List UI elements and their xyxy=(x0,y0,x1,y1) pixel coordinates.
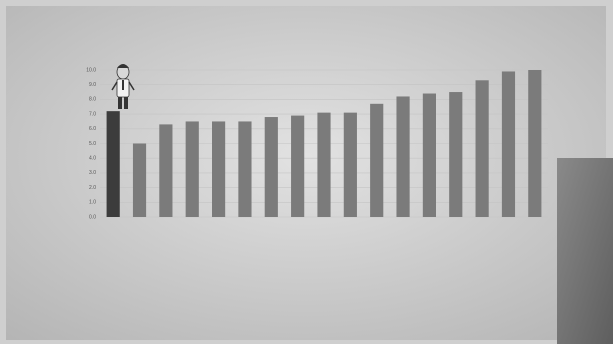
overlay-panel xyxy=(557,158,613,344)
bar xyxy=(106,111,120,217)
y-tick-label: 8.0 xyxy=(89,97,96,103)
bar xyxy=(343,112,357,217)
bar xyxy=(185,121,199,217)
bar xyxy=(238,121,252,217)
y-tick-label: 4.0 xyxy=(89,156,96,162)
y-tick-label: 0.0 xyxy=(89,214,96,220)
bar xyxy=(159,124,173,217)
bar xyxy=(264,117,278,217)
bar xyxy=(449,92,463,217)
bar xyxy=(370,103,384,217)
bar xyxy=(501,71,516,217)
y-tick-label: 7.0 xyxy=(89,111,96,117)
y-tick-label: 10.0 xyxy=(86,67,96,73)
y-tick-label: 3.0 xyxy=(89,170,96,176)
y-tick-label: 6.0 xyxy=(89,126,96,132)
bar xyxy=(528,70,542,217)
y-tick-label: 2.0 xyxy=(89,185,96,191)
y-tick-label: 1.0 xyxy=(89,200,96,206)
y-tick-label: 5.0 xyxy=(89,141,96,147)
bar xyxy=(132,143,147,217)
bar xyxy=(422,93,436,217)
cartoon-figure xyxy=(111,64,135,109)
bar xyxy=(396,96,410,217)
bar xyxy=(212,121,226,217)
bar xyxy=(291,115,305,217)
bar xyxy=(475,80,489,217)
bar xyxy=(317,112,331,217)
y-tick-label: 9.0 xyxy=(89,82,96,88)
